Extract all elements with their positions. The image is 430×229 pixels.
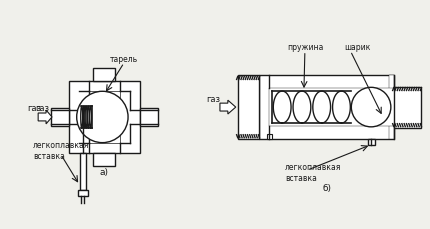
Bar xyxy=(259,76,394,139)
Bar xyxy=(140,109,158,126)
Text: легкоплавкая
вставка: легкоплавкая вставка xyxy=(33,141,89,161)
Text: а): а) xyxy=(100,168,109,177)
Text: шарик: шарик xyxy=(344,43,371,52)
Bar xyxy=(368,139,375,145)
Text: газ: газ xyxy=(35,104,49,112)
Bar xyxy=(394,87,421,128)
Bar xyxy=(389,76,394,139)
Polygon shape xyxy=(38,111,52,124)
Bar xyxy=(89,92,120,143)
Text: газ: газ xyxy=(206,95,220,104)
Bar xyxy=(69,82,140,153)
Polygon shape xyxy=(220,101,236,114)
Text: газ: газ xyxy=(27,104,41,112)
Text: пружина: пружина xyxy=(287,43,323,52)
Bar xyxy=(269,89,394,126)
Bar xyxy=(78,190,88,196)
Bar xyxy=(89,114,93,121)
Circle shape xyxy=(351,88,391,127)
Text: легкоплавкая
вставка: легкоплавкая вставка xyxy=(285,162,341,182)
Text: б): б) xyxy=(322,183,331,192)
Bar xyxy=(51,109,69,126)
Bar xyxy=(238,76,259,139)
Bar xyxy=(80,153,86,190)
Bar xyxy=(93,68,115,82)
Circle shape xyxy=(77,92,128,143)
Bar xyxy=(267,134,272,139)
Text: тарель: тарель xyxy=(110,55,138,63)
Bar xyxy=(93,153,115,167)
